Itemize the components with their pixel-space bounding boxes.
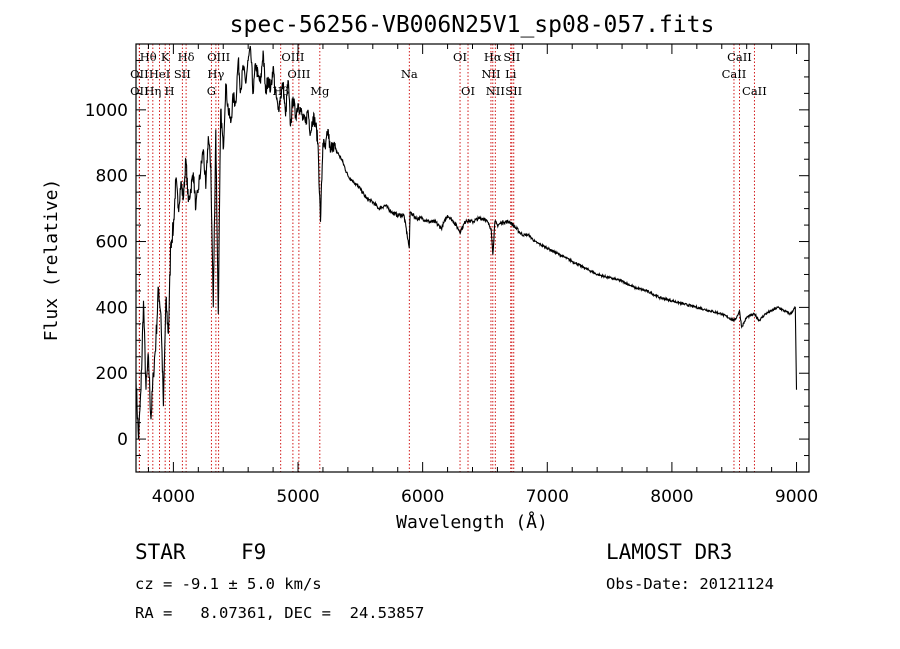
spectral-line-label: Hα bbox=[484, 50, 502, 64]
x-tick-label: 5000 bbox=[276, 487, 319, 507]
redshift-velocity: cz = -9.1 ± 5.0 km/s bbox=[135, 575, 322, 593]
spectral-line-label: Mg bbox=[310, 84, 330, 98]
spectral-line-label: HeI bbox=[149, 67, 170, 81]
spectral-line-label: OII bbox=[130, 67, 149, 81]
sky-coordinates: RA = 8.07361, DEC = 24.53857 bbox=[135, 604, 425, 622]
x-tick-label: 8000 bbox=[650, 487, 693, 507]
spectral-line-label: Hη bbox=[144, 84, 161, 98]
y-axis: 0 200 400 600 800 1000 bbox=[85, 43, 809, 473]
spectral-line-label: SII bbox=[503, 50, 520, 64]
spectral-line-label: Hδ bbox=[178, 50, 195, 64]
spectral-line-label: CaII bbox=[722, 67, 747, 81]
spectral-line-label: SII bbox=[174, 67, 191, 81]
y-axis-label: Flux (relative) bbox=[41, 179, 62, 342]
x-axis: 4000 5000 6000 7000 8000 9000 bbox=[147, 44, 818, 507]
y-tick-label: 1000 bbox=[85, 101, 128, 121]
spectral-line-label: Li bbox=[505, 67, 517, 81]
spectral-line-label: OIII bbox=[281, 50, 304, 64]
spectral-line-label: Na bbox=[401, 67, 418, 81]
observation-date: Obs-Date: 20121124 bbox=[606, 575, 774, 593]
spectral-line-label: CaII bbox=[742, 84, 767, 98]
plot-frame bbox=[135, 43, 810, 473]
y-tick-label: 0 bbox=[117, 430, 128, 450]
spectral-line-label: G bbox=[207, 84, 216, 98]
x-tick-label: 7000 bbox=[526, 487, 569, 507]
spectral-line-label: OIII bbox=[287, 67, 310, 81]
spectral-line-label: K bbox=[161, 50, 170, 64]
x-axis-label: Wavelength (Å) bbox=[396, 511, 548, 533]
spectral-line-label: NII bbox=[486, 84, 505, 98]
chart-title: spec-56256-VB006N25V1_sp08-057.fits bbox=[230, 12, 715, 38]
spectral-line-label: Hθ bbox=[140, 50, 157, 64]
spectral-line-label: H bbox=[165, 84, 175, 98]
x-tick-label: 4000 bbox=[152, 487, 195, 507]
y-tick-label: 600 bbox=[96, 233, 128, 253]
spectral-line-label: Hγ bbox=[207, 67, 224, 81]
object-subclass: F9 bbox=[241, 540, 267, 564]
spectral-line-label: SII bbox=[505, 84, 522, 98]
x-tick-label: 6000 bbox=[401, 487, 444, 507]
x-tick-label: 9000 bbox=[775, 487, 818, 507]
y-tick-label: 200 bbox=[96, 364, 128, 384]
spectral-line-label: OIII bbox=[207, 50, 230, 64]
y-tick-label: 400 bbox=[96, 298, 128, 318]
spectral-line-label: OI bbox=[461, 84, 475, 98]
spectral-line-label: OII bbox=[130, 84, 149, 98]
spectrum-series-line bbox=[135, 45, 798, 440]
spectral-line-label: CaII bbox=[727, 50, 752, 64]
y-tick-label: 800 bbox=[96, 167, 128, 187]
object-class: STAR bbox=[135, 540, 186, 564]
spectral-line-markers bbox=[138, 44, 755, 472]
spectral-line-label: NII bbox=[481, 67, 500, 81]
survey-name: LAMOST DR3 bbox=[606, 540, 733, 564]
spectral-line-label: OI bbox=[453, 50, 467, 64]
